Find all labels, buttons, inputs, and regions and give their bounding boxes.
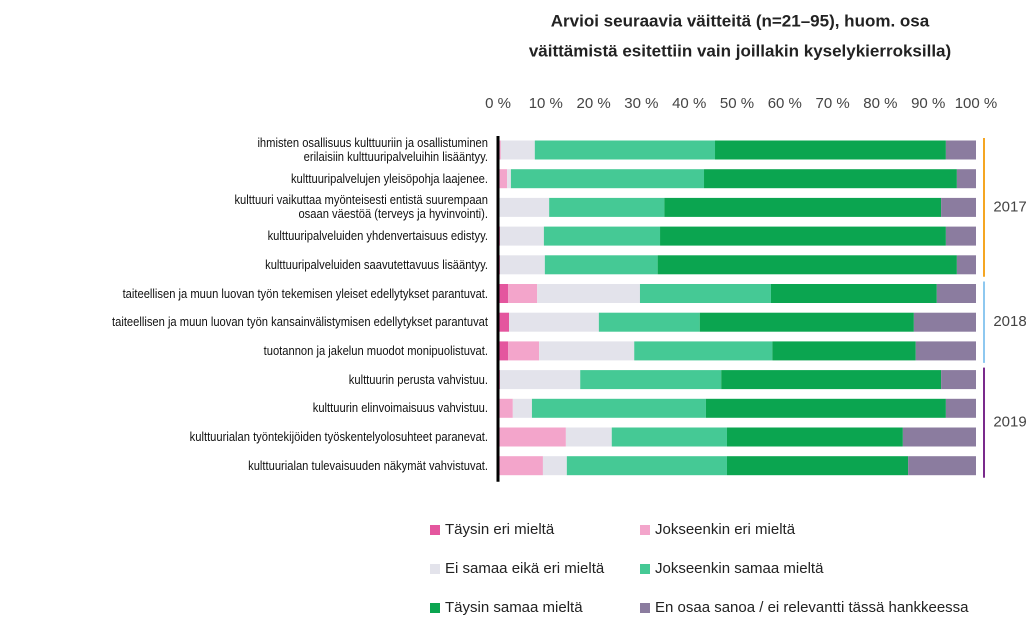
- category-label: kulttuuripalvelujen yleisöpohja laajenee…: [290, 170, 488, 186]
- bar-segment: [726, 456, 909, 476]
- bar-segment: [721, 370, 942, 390]
- x-tick-label: 30 %: [624, 95, 658, 112]
- legend-swatch: [430, 564, 440, 574]
- bar-segment: [498, 456, 543, 476]
- x-tick-label: 20 %: [576, 95, 610, 112]
- category-label: kulttuurin elinvoimaisuus vahvistuu.: [312, 400, 488, 416]
- bar-segment: [500, 140, 535, 160]
- bar-segment: [508, 284, 538, 303]
- category-label: taiteellisen ja muun luovan työn kansain…: [112, 314, 489, 330]
- bar-segment: [770, 284, 937, 303]
- bar-segment: [704, 169, 957, 189]
- bar-segment: [498, 398, 513, 418]
- bar-segment: [580, 370, 722, 390]
- x-tick-label: 80 %: [863, 95, 897, 112]
- category-label: kulttuuri vaikuttaa myönteisesti entistä…: [234, 192, 488, 222]
- category-label: kulttuurin perusta vahvistuu.: [348, 371, 488, 387]
- bar-segment: [543, 226, 661, 246]
- bar-segment: [705, 398, 946, 418]
- category-label: kulttuurialan tulevaisuuden näkymät vahv…: [248, 457, 488, 473]
- bar-segment: [507, 169, 511, 189]
- bar-segment: [498, 197, 550, 217]
- bar-segment: [660, 226, 946, 246]
- legend-swatch: [640, 525, 650, 535]
- legend-label: Täysin samaa mieltä: [445, 599, 583, 616]
- legend-label: En osaa sanoa / ei relevantti tässä hank…: [655, 599, 969, 616]
- bar-segment: [715, 140, 946, 160]
- bar-segment: [539, 341, 635, 361]
- bar-segment: [510, 169, 705, 189]
- category-label: kulttuurialan työntekijöiden työskentely…: [189, 429, 488, 444]
- chart-title: väittämistä esitettiin vain joillakin ky…: [529, 41, 951, 60]
- bar-segment: [537, 284, 640, 303]
- bar-segment: [726, 427, 903, 447]
- chart-title: Arvioi seuraavia väitteitä (n=21–95), hu…: [551, 11, 930, 30]
- category-label: kulttuuripalveluiden yhdenvertaisuus edi…: [267, 228, 488, 244]
- bar-segment: [598, 312, 700, 332]
- x-tick-label: 0 %: [485, 95, 511, 112]
- bar-segment: [508, 312, 599, 332]
- bar-segment: [542, 456, 567, 476]
- bar-segment: [544, 255, 658, 275]
- bar-segment: [956, 255, 976, 275]
- bar-segment: [499, 370, 581, 390]
- bar-segment: [508, 341, 540, 361]
- bar-segment: [945, 140, 976, 160]
- bar-segment: [498, 312, 509, 332]
- bar-segment: [699, 312, 914, 332]
- legend-swatch: [640, 564, 650, 574]
- bar-segment: [534, 140, 716, 160]
- group-label: 2019: [993, 414, 1026, 431]
- legend-label: Täysin eri mieltä: [445, 521, 555, 538]
- x-tick-label: 70 %: [815, 95, 849, 112]
- legend-swatch: [430, 525, 440, 535]
- bar-segment: [498, 169, 508, 189]
- group-label: 2017: [993, 198, 1026, 215]
- bar-segment: [956, 169, 976, 189]
- legend-swatch: [640, 603, 650, 613]
- x-tick-label: 100 %: [955, 95, 998, 112]
- bar-segment: [913, 312, 976, 332]
- bar-segment: [512, 398, 532, 418]
- bar-segment: [639, 284, 771, 303]
- category-label: tuotannon ja jakelun muodot monipuolistu…: [263, 342, 488, 358]
- group-label: 2018: [993, 313, 1026, 330]
- x-tick-label: 10 %: [529, 95, 563, 112]
- legend-label: Jokseenkin eri mieltä: [655, 521, 796, 538]
- bar-segment: [772, 341, 916, 361]
- bar-segment: [498, 427, 566, 447]
- x-tick-label: 90 %: [911, 95, 945, 112]
- bar-segment: [945, 398, 976, 418]
- bar-segment: [499, 255, 545, 275]
- x-tick-label: 50 %: [720, 95, 754, 112]
- bar-segment: [531, 398, 706, 418]
- bar-segment: [498, 341, 509, 361]
- bar-segment: [611, 427, 727, 447]
- category-label: ihmisten osallisuus kulttuuriin ja osall…: [257, 135, 488, 164]
- bar-segment: [941, 197, 976, 217]
- bar-segment: [566, 456, 727, 476]
- bar-segment: [902, 427, 976, 447]
- bar-segment: [499, 226, 544, 246]
- bar-segment: [908, 456, 976, 476]
- bar-segment: [498, 284, 509, 303]
- x-tick-label: 60 %: [768, 95, 802, 112]
- bar-segment: [664, 197, 942, 217]
- x-tick-label: 40 %: [672, 95, 706, 112]
- legend-label: Ei samaa eikä eri mieltä: [445, 560, 605, 577]
- bar-segment: [941, 370, 976, 390]
- bar-segment: [549, 197, 665, 217]
- category-label: taiteellisen ja muun luovan työn tekemis…: [122, 285, 488, 301]
- legend-label: Jokseenkin samaa mieltä: [655, 560, 824, 577]
- legend-swatch: [430, 603, 440, 613]
- bar-segment: [945, 226, 976, 246]
- bar-segment: [657, 255, 957, 275]
- bar-segment: [634, 341, 773, 361]
- bar-segment: [915, 341, 976, 361]
- bar-segment: [936, 284, 976, 303]
- category-label: kulttuuripalveluiden saavutettavuus lisä…: [265, 256, 488, 272]
- bar-segment: [565, 427, 612, 447]
